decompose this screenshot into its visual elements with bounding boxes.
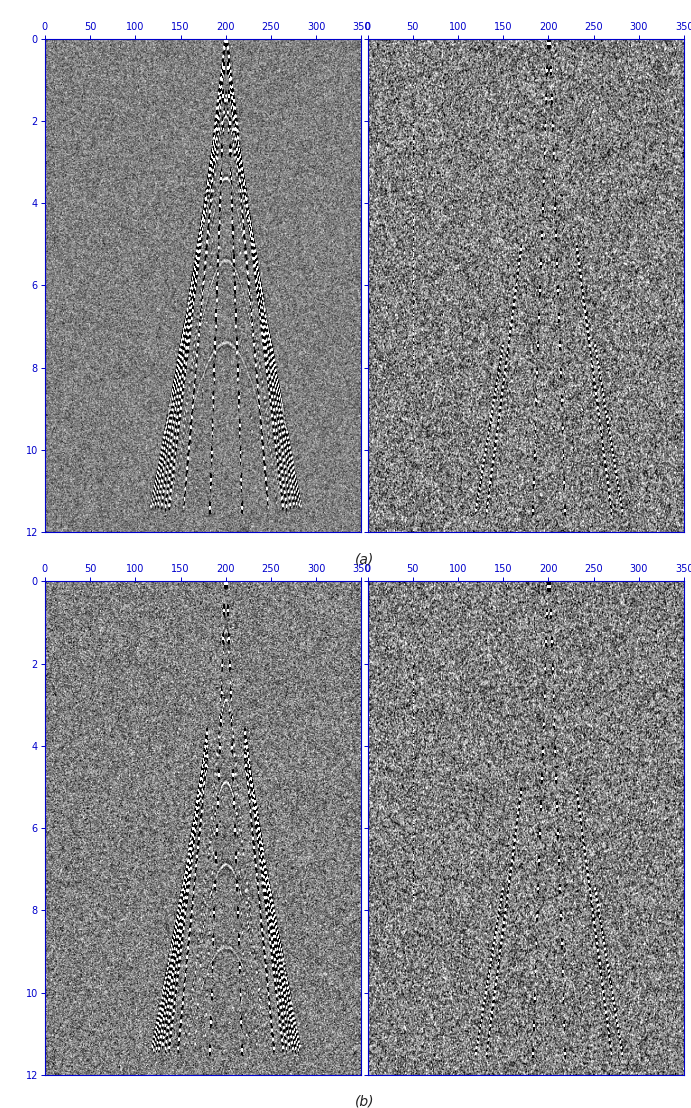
Text: (b): (b) (354, 1095, 375, 1108)
Text: (a): (a) (355, 552, 374, 566)
